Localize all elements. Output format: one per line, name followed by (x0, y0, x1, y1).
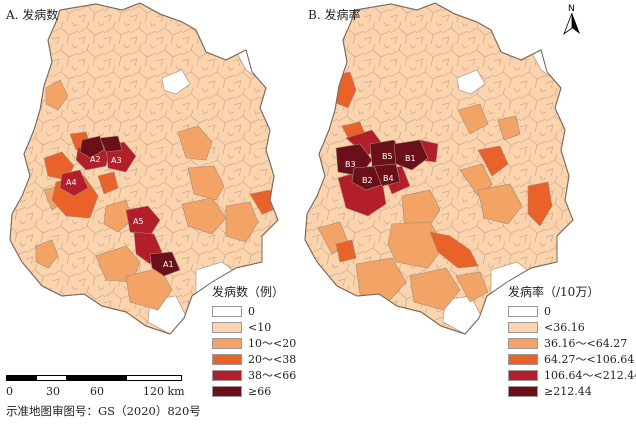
legend-swatch (508, 305, 538, 317)
scale-bar-segment (6, 375, 38, 381)
county-mid-rate (355, 257, 407, 301)
county-mid-rate (459, 163, 493, 197)
legend-label: 106.64～<212.44 (544, 369, 636, 382)
county-high-rate (477, 145, 509, 177)
county-10-20 (35, 239, 59, 269)
legend-swatch (212, 369, 242, 381)
county-66-plus (99, 135, 123, 153)
county-mid-rate (455, 271, 489, 303)
county-10-20 (45, 79, 69, 111)
north-arrow-icon: N (563, 4, 580, 36)
legend-label: <36.16 (544, 320, 585, 334)
legend-item: 0 (212, 303, 296, 319)
legend-label: 0 (544, 304, 551, 318)
region-label: B5 (382, 152, 393, 161)
scale-tick-label: 120 km (143, 385, 185, 398)
county-mid-rate (387, 221, 445, 269)
region-label: A3 (111, 156, 122, 165)
county-mid-rate (401, 189, 441, 229)
legend-item: 38～<66 (212, 367, 296, 383)
county-top-rate (393, 139, 429, 171)
county-66-plus (79, 135, 105, 159)
region-label: A1 (163, 260, 174, 269)
scale-bar-segment (126, 375, 182, 381)
scale-bar-segment (66, 375, 128, 381)
county-10-20 (187, 165, 225, 201)
legend-swatch (212, 305, 242, 317)
county-66-plus (149, 251, 181, 277)
county-mid-rate (477, 183, 523, 225)
county-38-66 (125, 205, 161, 237)
county-high-rate (335, 239, 357, 263)
county-high-rate (429, 231, 479, 269)
legend-swatch (508, 337, 538, 349)
county-mid-rate (497, 115, 521, 141)
legend-label: 0 (248, 304, 255, 318)
county-10-20 (103, 199, 133, 233)
region-label: B1 (405, 154, 416, 163)
legend-swatch (508, 321, 538, 333)
legend-label: 36.16～<64.27 (544, 337, 628, 350)
north-arrow-label: N (568, 4, 575, 14)
legend-swatch (508, 369, 538, 381)
legend-item: 36.16～<64.27 (508, 335, 636, 351)
county-zero (456, 69, 486, 95)
legend-item: 64.27～<106.64 (508, 351, 636, 367)
legend-swatch (212, 321, 242, 333)
county-10-20 (177, 125, 213, 161)
legend-item: <10 (212, 319, 296, 335)
scale-tick-label: 60 (90, 385, 104, 398)
legend-item: <36.16 (508, 319, 636, 335)
county-mid-rate (409, 267, 461, 311)
scale-bar-segment (36, 375, 68, 381)
legend-item: 20～<38 (212, 351, 296, 367)
legend-label: ≥66 (248, 384, 272, 398)
legend-swatch (212, 385, 242, 397)
scale-tick-label: 0 (6, 385, 13, 398)
legend-label: <10 (248, 320, 272, 334)
legend-item: 10～<20 (212, 335, 296, 351)
panel-b-title: B. 发病率 (308, 8, 361, 22)
region-label: A5 (133, 217, 144, 226)
scale-tick-label: 30 (46, 385, 60, 398)
legend-b: 发病率（/10万） 0 <36.16 36.16～<64.27 64.27～<106.… (508, 283, 636, 399)
county-mid-rate (457, 103, 489, 135)
legend-label: 64.27～<106.64 (544, 353, 635, 366)
county-38-66 (59, 169, 89, 197)
county-high-rate (527, 181, 553, 227)
region-label: B2 (362, 176, 373, 185)
legend-label: 20～<38 (248, 353, 297, 366)
legend-label: ≥212.44 (544, 384, 592, 398)
county-20-38 (97, 171, 119, 195)
legend-item: ≥212.44 (508, 383, 636, 399)
legend-swatch (212, 337, 242, 349)
legend-a-title: 发病数（例） (212, 285, 285, 299)
panel-a-title: A. 发病数 (6, 8, 59, 22)
map-approval-number: 示准地图审图号：GS（2020）820号 (6, 404, 201, 418)
county-top-rate (373, 163, 401, 187)
legend-label: 38～<66 (248, 369, 297, 382)
legend-item: ≥66 (212, 383, 296, 399)
legend-item: 106.64～<212.44 (508, 367, 636, 383)
region-label: B4 (383, 174, 394, 183)
legend-label: 10～<20 (248, 337, 297, 350)
county-10-20 (181, 197, 227, 235)
legend-b-title: 发病率（/10万） (508, 285, 600, 299)
county-10-20 (225, 201, 259, 243)
legend-item: 0 (508, 303, 636, 319)
region-label: B3 (345, 160, 356, 169)
region-label: A4 (66, 178, 77, 187)
county-zero (161, 69, 191, 95)
legend-swatch (212, 353, 242, 365)
county-10-20 (95, 245, 141, 283)
legend-swatch (508, 353, 538, 365)
region-label: A2 (90, 155, 101, 164)
legend-a: 发病数（例） 0 <10 10～<20 20～<38 38～<66 ≥66 (212, 283, 296, 399)
legend-swatch (508, 385, 538, 397)
